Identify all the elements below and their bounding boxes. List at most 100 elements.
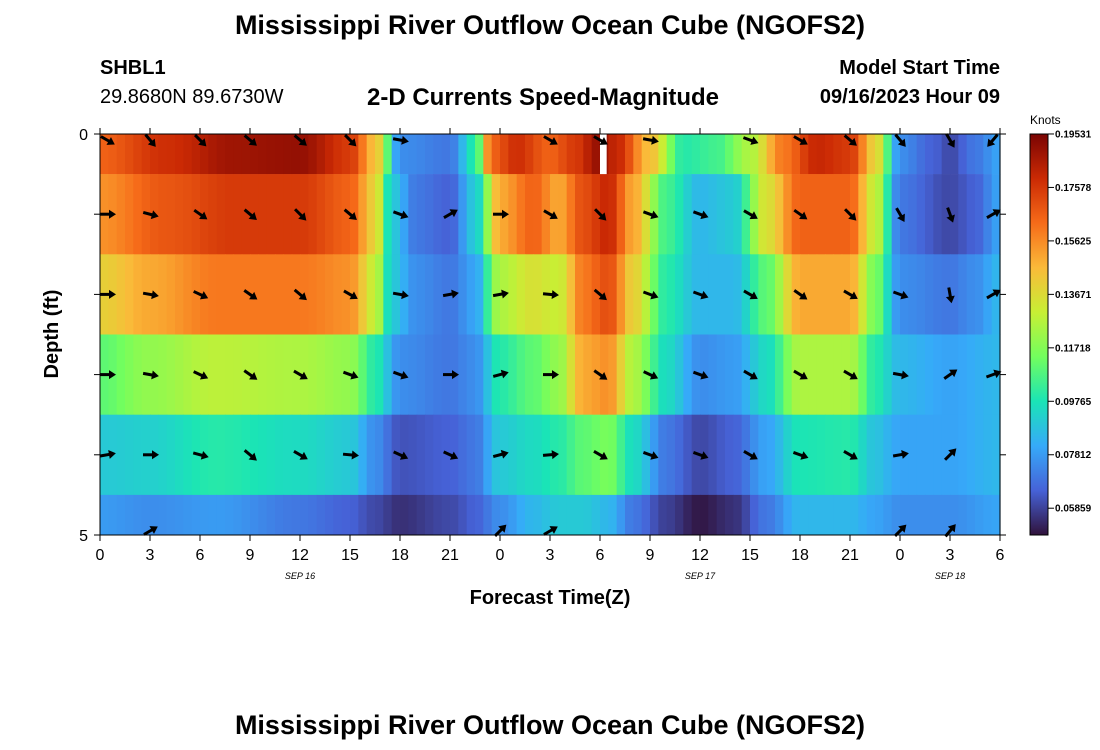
heatmap-cell <box>416 494 426 536</box>
heatmap-cell <box>233 334 243 415</box>
heatmap-cell <box>100 134 109 175</box>
heatmap-cell <box>858 254 868 335</box>
heatmap-cell <box>416 134 426 175</box>
heatmap-cell <box>725 174 734 255</box>
heatmap-cell <box>816 254 826 335</box>
heatmap-cell <box>916 254 926 335</box>
heatmap-cell <box>950 134 959 175</box>
heatmap-cell <box>716 414 726 496</box>
heatmap-cell <box>625 334 634 415</box>
heatmap-cell <box>816 134 826 175</box>
heatmap-cell <box>266 174 276 255</box>
heatmap-cell <box>433 414 443 496</box>
heatmap-cell <box>975 174 984 255</box>
heatmap-cell <box>350 494 359 536</box>
heatmap-cell <box>733 334 743 415</box>
heatmap-cell <box>241 174 251 255</box>
heatmap-cell <box>591 134 601 175</box>
x-tick-label: 15 <box>341 547 359 564</box>
heatmap-cell <box>958 494 968 536</box>
heatmap-cell <box>716 174 726 255</box>
heatmap-cell <box>916 174 926 255</box>
heatmap-cell <box>175 254 184 335</box>
heatmap-cell <box>683 174 693 255</box>
heatmap-cell <box>675 494 684 536</box>
heatmap-cell <box>583 254 593 335</box>
x-tick-label: 0 <box>96 547 105 564</box>
heatmap-cell <box>725 134 734 175</box>
heatmap-cell <box>366 134 376 175</box>
heatmap-cell <box>575 414 584 496</box>
heatmap-cell <box>550 134 559 175</box>
heatmap-cell <box>225 134 234 175</box>
heatmap-cell <box>383 494 393 536</box>
heatmap-cell <box>558 414 568 496</box>
heatmap-cell <box>766 254 776 335</box>
heatmap-cell <box>275 174 284 255</box>
heatmap-cell <box>508 254 518 335</box>
heatmap-cell <box>616 134 626 175</box>
x-tick-label: 0 <box>496 547 505 564</box>
heatmap-cell <box>450 134 459 175</box>
heatmap-cell <box>583 334 593 415</box>
heatmap-cell <box>316 414 326 496</box>
heatmap-cell <box>633 134 643 175</box>
heatmap-cell <box>583 134 593 175</box>
heatmap-cell <box>175 134 184 175</box>
heatmap-cell <box>400 494 409 536</box>
heatmap-cell <box>441 414 451 496</box>
heatmap-cell <box>733 254 743 335</box>
heatmap-cell <box>700 134 709 175</box>
chart-title: Mississippi River Outflow Ocean Cube (NG… <box>234 10 866 40</box>
heatmap-cell <box>541 494 551 536</box>
heatmap-cell <box>675 174 684 255</box>
heatmap-cell <box>508 414 518 496</box>
heatmap-cell <box>116 334 126 415</box>
heatmap-cell <box>708 494 718 536</box>
heatmap-cell <box>116 134 126 175</box>
heatmap-cell <box>475 334 484 415</box>
heatmap-cell <box>583 174 593 255</box>
heatmap-cell <box>433 334 443 415</box>
x-tick-label: 3 <box>546 547 555 564</box>
heatmap-cell <box>133 494 143 536</box>
heatmap-cell <box>683 134 693 175</box>
heatmap-cell <box>391 134 401 175</box>
heatmap-cell <box>808 494 818 536</box>
heatmap-cell <box>325 494 334 536</box>
heatmap-cell <box>975 494 984 536</box>
colorbar-tick-label: 0.13671 <box>1055 290 1092 301</box>
heatmap-cell <box>383 134 393 175</box>
heatmap-cell <box>475 494 484 536</box>
heatmap-cell <box>566 174 576 255</box>
heatmap-cell <box>700 494 709 536</box>
heatmap-cell <box>841 494 851 536</box>
heatmap-cell <box>983 334 993 415</box>
heatmap-cell <box>791 254 801 335</box>
heatmap-cell <box>525 494 534 536</box>
heatmap-cell <box>125 254 134 335</box>
heatmap-cell <box>775 174 784 255</box>
heatmap-cell <box>741 254 751 335</box>
heatmap-cell <box>933 174 943 255</box>
heatmap-cell <box>858 174 868 255</box>
heatmap-cell <box>525 174 534 255</box>
heatmap-cell <box>383 334 393 415</box>
model-start-label: Model Start Time <box>839 57 1000 79</box>
heatmap-cell <box>808 414 818 496</box>
heatmap-cell <box>416 334 426 415</box>
heatmap-cell <box>516 414 526 496</box>
heatmap-cell <box>183 414 193 496</box>
heatmap-cell <box>775 254 784 335</box>
heatmap-cell <box>766 174 776 255</box>
heatmap-cell <box>783 254 793 335</box>
heatmap-cell <box>166 174 176 255</box>
heatmap-cell <box>733 134 743 175</box>
heatmap-cell <box>225 174 234 255</box>
heatmap-cell <box>191 174 201 255</box>
heatmap-cell <box>833 334 843 415</box>
heatmap-cell <box>283 134 293 175</box>
heatmap-cell <box>566 414 576 496</box>
heatmap-cell <box>150 494 159 536</box>
